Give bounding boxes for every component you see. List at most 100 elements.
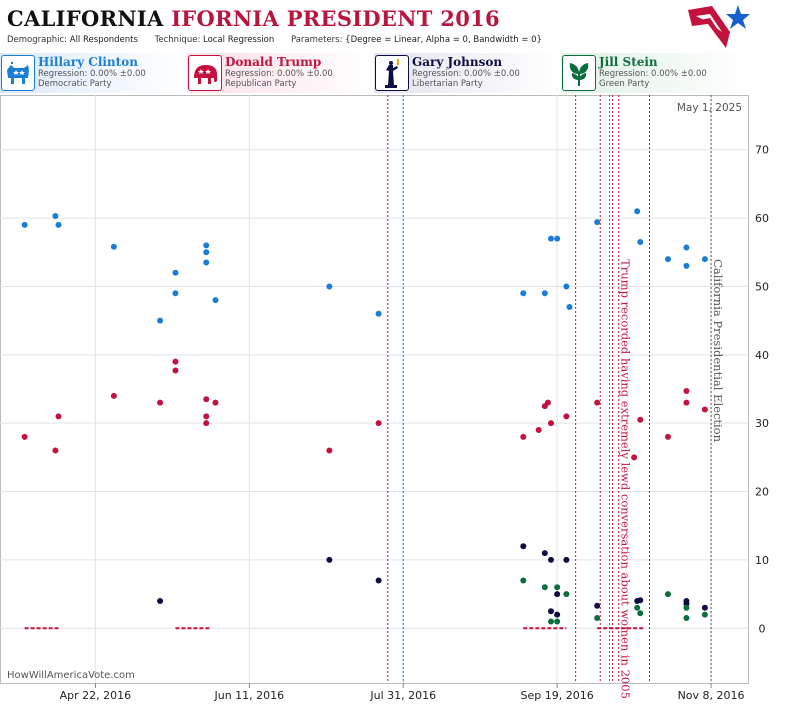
y-tick-label: 20 bbox=[755, 486, 769, 499]
candidate-legend: Hillary Clinton Regression: 0.00% ±0.00 … bbox=[0, 53, 789, 93]
technique-label: Technique: bbox=[154, 35, 201, 45]
x-tick-label: Apr 22, 2016 bbox=[60, 689, 132, 702]
y-axis: 0 10 20 30 40 50 60 70 bbox=[755, 144, 769, 636]
data-point bbox=[554, 235, 561, 242]
data-point bbox=[203, 420, 210, 427]
candidate-party: Democratic Party bbox=[38, 79, 112, 89]
candidate-party: Libertarian Party bbox=[412, 79, 483, 89]
data-point bbox=[683, 262, 690, 269]
parameters-value: {Degree = Linear, Alpha = 0, Bandwidth =… bbox=[345, 35, 542, 45]
y-tick-label: 0 bbox=[759, 622, 766, 635]
event-lines: Trump recorded having extremely lewd con… bbox=[387, 95, 725, 699]
data-point bbox=[541, 550, 548, 557]
x-tick-label: Jun 11, 2016 bbox=[213, 689, 284, 702]
title-race: IFORNIA PRESIDENT 2016 bbox=[171, 6, 500, 31]
plot-area bbox=[0, 95, 749, 684]
y-tick-label: 70 bbox=[755, 144, 769, 157]
data-point bbox=[55, 413, 62, 420]
technique-value: Local Regression bbox=[203, 35, 275, 45]
data-point bbox=[701, 611, 708, 618]
x-axis: Apr 22, 2016 Jun 11, 2016 Jul 31, 2016 Sep … bbox=[60, 683, 745, 702]
data-point bbox=[554, 618, 561, 625]
data-point bbox=[634, 604, 641, 611]
data-point bbox=[157, 399, 164, 406]
data-point bbox=[157, 597, 164, 604]
data-point bbox=[701, 406, 708, 413]
leaf-icon bbox=[562, 55, 596, 91]
watermark: HowWillAmericaVote.com bbox=[7, 670, 135, 681]
donkey-icon bbox=[1, 55, 35, 91]
data-point bbox=[52, 213, 59, 220]
data-point bbox=[520, 433, 527, 440]
data-point bbox=[203, 413, 210, 420]
data-point bbox=[634, 208, 641, 215]
candidate-party: Republican Party bbox=[225, 79, 297, 89]
data-point bbox=[631, 454, 638, 461]
x-tick-label: Sep 19, 2016 bbox=[521, 689, 594, 702]
data-point bbox=[375, 577, 382, 584]
star-flag-logo-icon bbox=[688, 5, 750, 48]
data-point bbox=[110, 243, 117, 250]
data-point bbox=[637, 416, 644, 423]
data-point bbox=[172, 358, 179, 365]
data-point bbox=[212, 399, 219, 406]
elephant-icon bbox=[188, 55, 222, 91]
date-stamp: May 1, 2025 bbox=[677, 102, 742, 114]
data-point bbox=[547, 608, 554, 615]
candidate-johnson: Gary Johnson Regression: 0.00% ±0.00 Lib… bbox=[374, 53, 561, 93]
data-points bbox=[21, 208, 708, 625]
data-point bbox=[55, 221, 62, 228]
page-title: CALIFORNIA IFORNIA PRESIDENT 2016 bbox=[7, 6, 500, 31]
data-point bbox=[547, 556, 554, 563]
data-point bbox=[701, 604, 708, 611]
candidate-name: Hillary Clinton bbox=[38, 55, 138, 69]
event-label: Trump recorded having extremely lewd con… bbox=[619, 259, 633, 699]
candidate-name: Donald Trump bbox=[225, 55, 322, 69]
parameters-line: Demographic: All Respondents Technique: … bbox=[7, 35, 542, 45]
data-point bbox=[203, 396, 210, 403]
data-point bbox=[664, 433, 671, 440]
data-point bbox=[563, 283, 570, 290]
data-point bbox=[520, 543, 527, 550]
data-point bbox=[664, 591, 671, 598]
data-point bbox=[375, 420, 382, 427]
y-tick-label: 40 bbox=[755, 349, 769, 362]
data-point bbox=[683, 388, 690, 395]
y-tick-label: 30 bbox=[755, 417, 769, 430]
data-point bbox=[683, 600, 690, 607]
data-point bbox=[701, 256, 708, 263]
data-point bbox=[547, 618, 554, 625]
data-point bbox=[203, 259, 210, 266]
data-point bbox=[554, 611, 561, 618]
data-point bbox=[637, 610, 644, 617]
candidate-trump: Donald Trump Regression: 0.00% ±0.00 Rep… bbox=[187, 53, 374, 93]
data-point bbox=[544, 399, 551, 406]
data-point bbox=[326, 283, 333, 290]
data-point bbox=[326, 556, 333, 563]
data-point bbox=[172, 367, 179, 374]
data-point bbox=[52, 447, 59, 454]
title-state: CALIFORNIA bbox=[7, 6, 164, 31]
liberty-statue-icon bbox=[375, 55, 409, 91]
data-point bbox=[535, 427, 542, 434]
data-point bbox=[664, 256, 671, 263]
parameters-label: Parameters: bbox=[290, 35, 343, 45]
y-tick-label: 10 bbox=[755, 554, 769, 567]
candidate-regression: Regression: 0.00% ±0.00 bbox=[225, 69, 333, 79]
data-point bbox=[566, 303, 573, 310]
candidate-clinton: Hillary Clinton Regression: 0.00% ±0.00 … bbox=[0, 53, 187, 93]
candidate-name: Gary Johnson bbox=[412, 55, 503, 69]
event-label: California Presidential Election bbox=[711, 259, 725, 443]
data-point bbox=[563, 413, 570, 420]
candidate-regression: Regression: 0.00% ±0.00 bbox=[599, 69, 707, 79]
data-point bbox=[594, 602, 601, 609]
data-point bbox=[157, 317, 164, 324]
demographic-label: Demographic: bbox=[7, 35, 68, 45]
data-point bbox=[547, 235, 554, 242]
demographic-value: All Respondents bbox=[69, 35, 138, 45]
candidate-party: Green Party bbox=[599, 79, 650, 89]
data-point bbox=[21, 221, 28, 228]
data-point bbox=[203, 242, 210, 249]
candidate-name: Jill Stein bbox=[599, 55, 658, 69]
data-point bbox=[547, 420, 554, 427]
